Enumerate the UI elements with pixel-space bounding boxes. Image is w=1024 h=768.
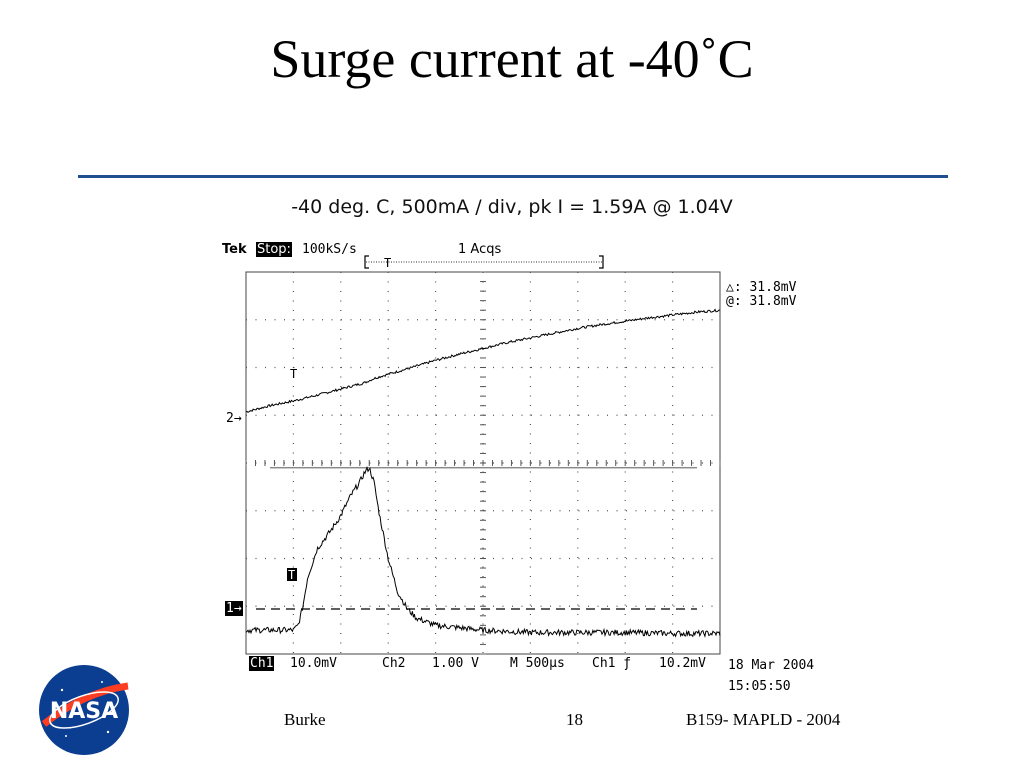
trace-trigger-marker: T <box>290 367 297 381</box>
trace-line <box>245 308 721 413</box>
scope-grid: T <box>245 255 721 655</box>
delta-readout: △: 31.8mV <box>726 280 797 295</box>
scope-traces: TT <box>245 308 721 638</box>
ch1-label: Ch1 <box>249 656 275 671</box>
ch2-label: Ch2 <box>382 656 406 671</box>
acquisition-count: 1 Acqs <box>458 242 502 257</box>
trigger-position-marker: T <box>384 256 391 270</box>
ch1-marker: 1→ <box>225 601 243 616</box>
ch1-scale: 10.0mV <box>290 656 337 671</box>
record-window-right <box>599 255 604 269</box>
capture-time: 15:05:50 <box>728 679 791 694</box>
trigger-level: 10.2mV <box>659 656 706 671</box>
trace-line <box>245 466 721 638</box>
sample-rate: 100kS/s <box>302 242 357 257</box>
scope-brand: Tek <box>222 242 247 257</box>
record-window-left <box>364 255 369 269</box>
trace-trigger-marker: T <box>288 568 295 582</box>
footer-author: Burke <box>284 710 326 729</box>
slide-title: Surge current at -40˚C <box>270 29 754 89</box>
footer-event: B159- MAPLD - 2004 <box>686 710 841 729</box>
capture-date: 18 Mar 2004 <box>728 658 815 673</box>
footer-page-number: 18 <box>566 710 583 729</box>
timebase: M 500µs <box>510 656 565 671</box>
trace-trigger-marker-bg <box>287 568 297 581</box>
ch2-marker: 2→ <box>226 411 242 426</box>
scope-mode: Stop: <box>256 242 292 257</box>
trigger-source: Ch1 ƒ <box>592 656 632 671</box>
nasa-meatball-logo: NASA <box>39 665 129 755</box>
chart-title: -40 deg. C, 500mA / div, pk I = 1.59A @ … <box>291 196 733 218</box>
at-readout: @: 31.8mV <box>726 294 797 309</box>
logo-wordmark: NASA <box>50 699 118 724</box>
title-divider <box>78 175 948 178</box>
ch2-scale: 1.00 V <box>432 656 479 671</box>
